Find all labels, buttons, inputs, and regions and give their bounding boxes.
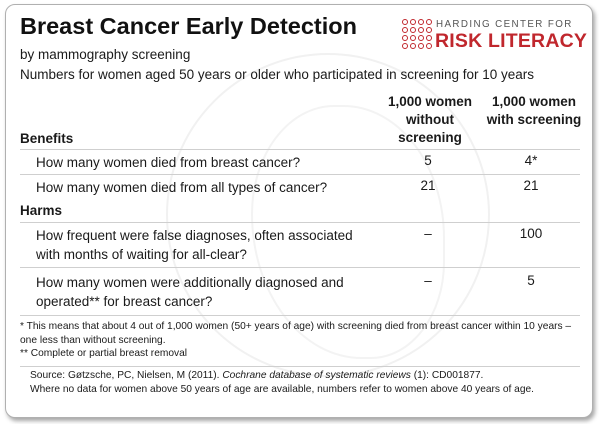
value-without-screening: –	[424, 273, 432, 288]
logo-top-text: HARDING CENTER FOR	[436, 19, 573, 30]
divider	[20, 315, 580, 316]
benefits-heading: Benefits	[20, 131, 74, 146]
harding-center-logo: HARDING CENTER FOR RISK LITERACY	[400, 16, 590, 58]
divider	[20, 174, 580, 175]
source-citation: Source: Gøtzsche, PC, Nielsen, M (2011).…	[30, 369, 590, 383]
source-journal: Cochrane database of systematic reviews	[222, 370, 411, 381]
value-with-screening: 21	[523, 178, 539, 193]
value-with-screening: 4*	[524, 153, 538, 168]
divider	[20, 366, 580, 367]
column-header-without-screening: 1,000 women without screening	[387, 94, 473, 145]
table-row-question: How many women were additionally diagnos…	[36, 275, 344, 309]
divider	[20, 149, 580, 150]
source-note: Where no data for women above 50 years o…	[30, 384, 535, 395]
watermark-seal	[166, 53, 490, 377]
value-with-screening: 5	[527, 273, 535, 288]
source-prefix: Source: Gøtzsche, PC, Nielsen, M (2011).	[30, 370, 223, 381]
harms-heading: Harms	[20, 203, 63, 218]
page-title: Breast Cancer Early Detection	[20, 13, 357, 39]
footnote-1: * This means that about 4 out of 1,000 w…	[20, 321, 572, 346]
value-without-screening: 21	[420, 178, 436, 193]
divider	[20, 222, 580, 223]
value-without-screening: 5	[424, 153, 432, 168]
population-description: Numbers for women aged 50 years or older…	[20, 67, 535, 82]
divider	[20, 267, 580, 268]
table-row-question: How many women died from all types of ca…	[36, 180, 328, 195]
table-row-question: How many women died from breast cancer?	[36, 155, 301, 170]
dot-grid-icon	[400, 16, 440, 56]
source-suffix: (1): CD001877.	[410, 370, 484, 381]
page-subtitle: by mammography screening	[20, 47, 191, 62]
value-without-screening: –	[424, 226, 432, 241]
fact-box-card: Breast Cancer Early Detection by mammogr…	[5, 4, 593, 418]
logo-bottom-text: RISK LITERACY	[435, 30, 588, 52]
table-row-question: How frequent were false diagnoses, often…	[36, 228, 353, 262]
column-header-with-screening: 1,000 women with screening	[486, 94, 582, 127]
value-with-screening: 100	[519, 226, 543, 241]
watermark-figure	[251, 105, 445, 359]
footnote-2: ** Complete or partial breast removal	[20, 348, 188, 359]
